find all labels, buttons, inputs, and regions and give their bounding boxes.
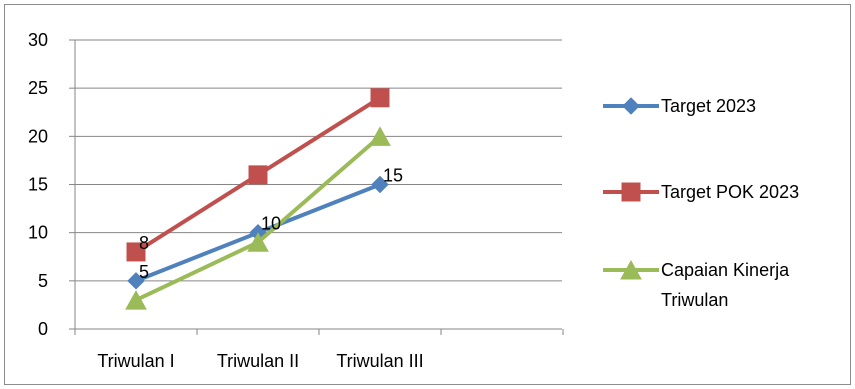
gridlines bbox=[75, 39, 562, 282]
marker-triangle bbox=[620, 259, 642, 280]
axes: 0 5 10 15 20 25 30 Triwulan I Triwulan II Triwula… bbox=[28, 30, 564, 371]
legend-item: Target POK 2023 bbox=[603, 182, 799, 202]
chart-border bbox=[4, 4, 851, 385]
legend-label: Target POK 2023 bbox=[661, 182, 799, 202]
x-tick-label: Triwulan II bbox=[217, 351, 299, 371]
marker-square bbox=[621, 182, 641, 202]
data-label: 15 bbox=[383, 166, 403, 186]
y-tick-label: 15 bbox=[28, 175, 48, 195]
marker-triangle bbox=[125, 290, 147, 310]
marker-diamond bbox=[371, 175, 389, 194]
y-tick-label: 5 bbox=[38, 271, 48, 291]
legend-item: Capaian Kinerja Triwulan bbox=[603, 259, 790, 310]
marker-square bbox=[248, 165, 268, 185]
data-label: 5 bbox=[139, 262, 149, 282]
y-tick-label: 25 bbox=[28, 78, 48, 98]
legend-label: Capaian Kinerja bbox=[661, 260, 790, 280]
y-tick-label: 0 bbox=[38, 319, 48, 339]
data-label: 10 bbox=[261, 214, 281, 234]
x-tick-label: Triwulan I bbox=[97, 351, 174, 371]
marker-diamond bbox=[622, 97, 640, 115]
marker-triangle bbox=[247, 232, 269, 252]
legend-label: Triwulan bbox=[661, 290, 728, 310]
data-label: 8 bbox=[139, 233, 149, 253]
legend-label: Target 2023 bbox=[661, 96, 756, 116]
data-labels: 8 5 10 15 bbox=[139, 166, 403, 282]
legend: Target 2023 Target POK 2023 Capaian Kinerj… bbox=[603, 96, 799, 310]
series-1 bbox=[126, 88, 390, 262]
marker-triangle bbox=[369, 126, 391, 146]
marker-square bbox=[370, 88, 390, 108]
marker-diamond bbox=[127, 272, 145, 290]
y-tick-label: 10 bbox=[28, 223, 48, 243]
marker-square bbox=[126, 242, 146, 262]
series-group bbox=[125, 88, 391, 310]
series-2 bbox=[125, 126, 391, 310]
y-tick-label: 20 bbox=[28, 126, 48, 146]
legend-item: Target 2023 bbox=[603, 96, 756, 116]
y-tick-label: 30 bbox=[28, 30, 48, 50]
x-tick-label: Triwulan III bbox=[336, 351, 423, 371]
